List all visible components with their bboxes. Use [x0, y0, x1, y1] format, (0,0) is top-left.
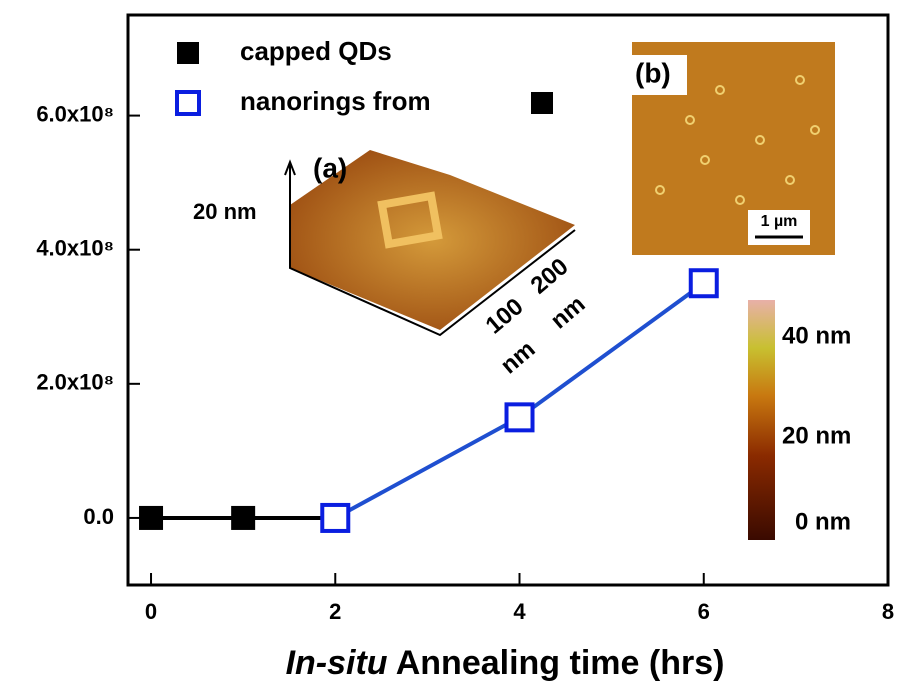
x-label-text: Annealing time (hrs) — [396, 644, 725, 682]
data-point — [139, 506, 163, 530]
inset-b: (b) 1 µm — [632, 42, 835, 255]
legend-label: nanorings from — [240, 86, 431, 116]
data-point — [507, 404, 533, 430]
colorbar-label: 20 nm — [782, 422, 851, 449]
axis-label: 200 — [526, 253, 574, 299]
x-axis-label: In-situ Annealing time (hrs) — [286, 644, 725, 682]
data-point — [231, 506, 255, 530]
inset-label: (b) — [635, 57, 671, 88]
y-tick-label: 2.0x10⁸ — [36, 370, 114, 395]
scale-label: 20 nm — [193, 199, 257, 224]
axis-label: nm — [496, 336, 541, 380]
x-tick-label: 4 — [513, 599, 526, 624]
axis-label: nm — [546, 291, 591, 335]
colorbar — [748, 300, 775, 540]
x-tick-label: 0 — [145, 599, 157, 624]
x-label-italic: In-situ — [286, 644, 388, 682]
axis-label: 100 — [481, 293, 529, 339]
x-tick-label: 8 — [882, 599, 894, 624]
chart: (a) 20 nm 100 200 nm nm (b) 1 µm 40 nm 2… — [0, 0, 910, 688]
y-tick-label: 4.0x10⁸ — [36, 236, 114, 261]
legend-marker — [177, 42, 199, 64]
x-tick-label: 6 — [698, 599, 710, 624]
scale-label: 1 µm — [761, 213, 798, 230]
colorbar-label: 0 nm — [795, 508, 851, 535]
data-point — [322, 505, 348, 531]
legend-inline-marker — [531, 92, 553, 114]
y-tick-label: 0.0 — [83, 504, 114, 529]
data-point — [691, 270, 717, 296]
legend-marker — [177, 92, 199, 114]
y-tick-label: 6.0x10⁸ — [36, 101, 114, 126]
inset-a: (a) 20 nm 100 200 nm nm — [193, 150, 591, 379]
x-tick-label: 2 — [329, 599, 341, 624]
colorbar-label: 40 nm — [782, 322, 851, 349]
legend-label: capped QDs — [240, 36, 392, 66]
inset-label: (a) — [313, 152, 347, 183]
